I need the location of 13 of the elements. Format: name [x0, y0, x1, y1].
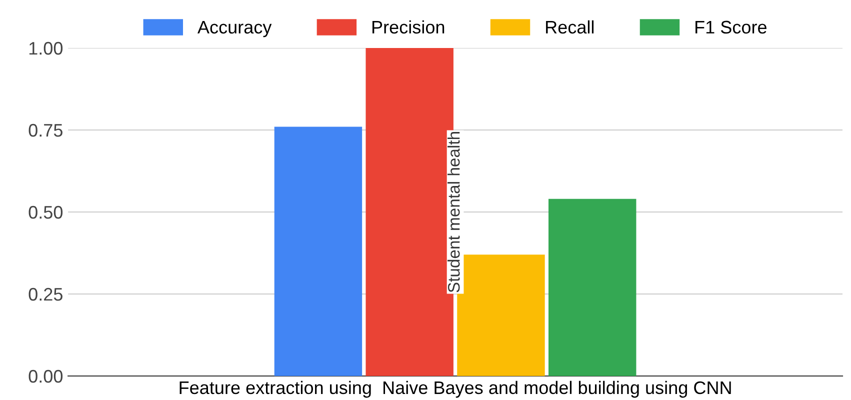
- y-tick-label: 0.75: [28, 124, 62, 137]
- y-tick-label: 1.00: [29, 42, 63, 55]
- bar: [548, 198, 636, 376]
- legend-label: Recall: [546, 20, 594, 34]
- legend-label: Accuracy: [197, 21, 272, 38]
- legend-label: Precision: [372, 20, 444, 34]
- y-tick-label: 0.25: [28, 288, 62, 301]
- legend-label: F1 Score: [696, 20, 766, 34]
- y-tick-label: 0.00: [28, 370, 63, 383]
- bar: [274, 126, 362, 376]
- y-tick-label: 0.50: [28, 206, 63, 219]
- x-tick-label: Feature extraction using Naive Bayes and model building using CNN: [180, 380, 731, 398]
- annotation: Student mental health: [448, 132, 460, 292]
